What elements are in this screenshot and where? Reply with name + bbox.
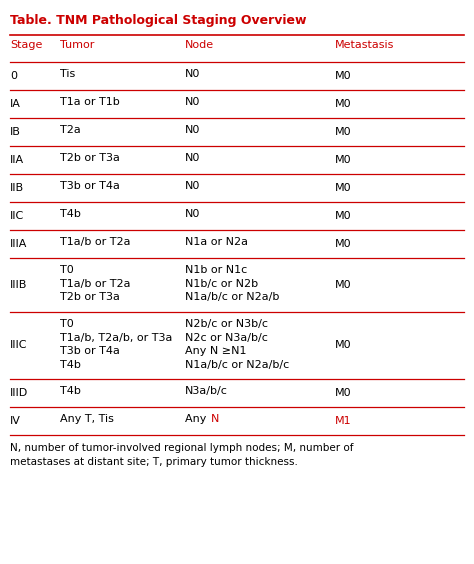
- Text: T2a: T2a: [60, 125, 81, 135]
- Text: Any T, Tis: Any T, Tis: [60, 414, 114, 424]
- Text: N0: N0: [185, 209, 201, 219]
- Text: N1a or N2a: N1a or N2a: [185, 237, 248, 247]
- Text: Node: Node: [185, 40, 214, 50]
- Text: M0: M0: [335, 127, 352, 137]
- Text: IIIB: IIIB: [10, 280, 27, 290]
- Text: IIID: IIID: [10, 388, 28, 398]
- Text: 0: 0: [10, 71, 17, 81]
- Text: T1a or T1b: T1a or T1b: [60, 97, 120, 107]
- Text: IA: IA: [10, 99, 21, 109]
- Text: T4b: T4b: [60, 386, 81, 396]
- Text: IB: IB: [10, 127, 21, 137]
- Text: N: N: [211, 414, 219, 424]
- Text: N1b or N1c
N1b/c or N2b
N1a/b/c or N2a/b: N1b or N1c N1b/c or N2b N1a/b/c or N2a/b: [185, 265, 279, 302]
- Text: M0: M0: [335, 71, 352, 81]
- Text: T3b or T4a: T3b or T4a: [60, 181, 120, 191]
- Text: IIB: IIB: [10, 183, 24, 193]
- Text: M0: M0: [335, 280, 352, 290]
- Text: N0: N0: [185, 97, 201, 107]
- Text: Tis: Tis: [60, 69, 75, 79]
- Text: N0: N0: [185, 125, 201, 135]
- Text: N2b/c or N3b/c
N2c or N3a/b/c
Any N ≥N1
N1a/b/c or N2a/b/c: N2b/c or N3b/c N2c or N3a/b/c Any N ≥N1 …: [185, 319, 289, 370]
- Text: N, number of tumor-involved regional lymph nodes; M, number of
metastases at dis: N, number of tumor-involved regional lym…: [10, 443, 354, 467]
- Text: Table. TNM Pathological Staging Overview: Table. TNM Pathological Staging Overview: [10, 14, 307, 27]
- Text: M0: M0: [335, 183, 352, 193]
- Text: T0
T1a/b or T2a
T2b or T3a: T0 T1a/b or T2a T2b or T3a: [60, 265, 130, 302]
- Text: Tumor: Tumor: [60, 40, 94, 50]
- Text: IIC: IIC: [10, 211, 24, 221]
- Text: T2b or T3a: T2b or T3a: [60, 153, 120, 163]
- Text: M0: M0: [335, 99, 352, 109]
- Text: T0
T1a/b, T2a/b, or T3a
T3b or T4a
T4b: T0 T1a/b, T2a/b, or T3a T3b or T4a T4b: [60, 319, 173, 370]
- Text: N0: N0: [185, 69, 201, 79]
- Text: N0: N0: [185, 153, 201, 163]
- Text: M0: M0: [335, 388, 352, 398]
- Text: M0: M0: [335, 341, 352, 350]
- Text: N3a/b/c: N3a/b/c: [185, 386, 228, 396]
- Text: Stage: Stage: [10, 40, 42, 50]
- Text: M0: M0: [335, 155, 352, 165]
- Text: M1: M1: [335, 416, 352, 426]
- Text: IIIA: IIIA: [10, 239, 27, 249]
- Text: M0: M0: [335, 211, 352, 221]
- Text: M0: M0: [335, 239, 352, 249]
- Text: Any: Any: [185, 414, 210, 424]
- Text: T4b: T4b: [60, 209, 81, 219]
- Text: N0: N0: [185, 181, 201, 191]
- Text: IIA: IIA: [10, 155, 24, 165]
- Text: T1a/b or T2a: T1a/b or T2a: [60, 237, 130, 247]
- Text: IIIC: IIIC: [10, 341, 27, 350]
- Text: Metastasis: Metastasis: [335, 40, 394, 50]
- Text: IV: IV: [10, 416, 21, 426]
